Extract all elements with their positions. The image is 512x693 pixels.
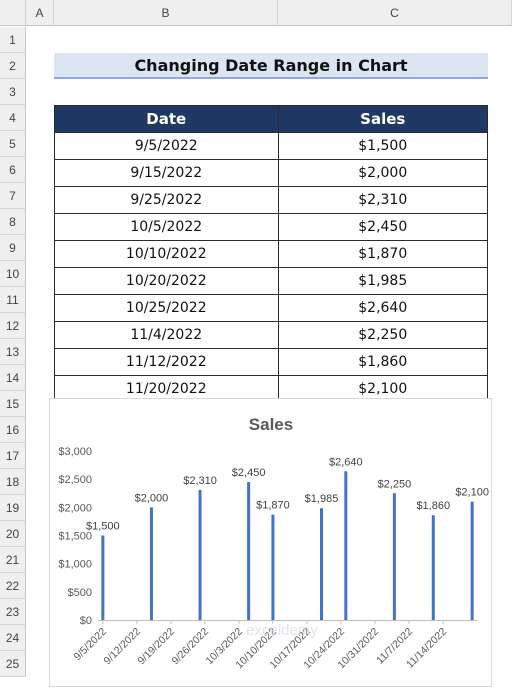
sales-cell[interactable]: $1,985 [277,267,489,295]
bar [344,471,348,620]
data-label: $1,860 [416,500,450,512]
sales-cell[interactable]: $2,450 [277,213,489,241]
data-label: $2,640 [329,456,363,468]
date-cell[interactable]: 10/25/2022 [54,294,279,322]
y-tick-label: $3,000 [58,446,92,458]
row-header-7[interactable]: 7 [0,183,26,209]
data-label: $2,250 [378,478,412,490]
column-header-b[interactable]: B [54,0,278,26]
select-all-corner[interactable] [0,0,26,26]
y-tick-label: $0 [80,615,92,627]
bar [470,501,474,620]
row-header-17[interactable]: 17 [0,443,26,469]
table-row: 11/4/2022 $2,250 [54,321,489,349]
chart-svg: Sales $0 $500 $1,000 $1,500 $2,000 $2,500 $3,00… [58,415,489,671]
row-header-21[interactable]: 21 [0,547,26,573]
column-header-c[interactable]: C [278,0,512,26]
bar [431,515,435,620]
bar [320,508,324,620]
data-label: $1,500 [86,521,120,533]
data-label: $2,000 [135,492,169,504]
row-header-13[interactable]: 13 [0,339,26,365]
sales-table: Date Sales 9/5/2022 $1,500 9/15/2022 $2,000… [54,105,489,403]
sales-cell[interactable]: $2,000 [277,159,489,187]
bar [198,489,202,620]
y-tick-label: $500 [68,587,92,599]
table-row: 9/15/2022 $2,000 [54,159,489,187]
chart-title: Sales [249,415,293,434]
date-cell[interactable]: 11/4/2022 [54,321,279,349]
bar [392,493,396,620]
y-tick-label: $1,500 [58,531,92,543]
row-header-9[interactable]: 9 [0,235,26,261]
sales-chart[interactable]: Sales $0 $500 $1,000 $1,500 $2,000 $2,500 $3,00… [49,398,492,687]
row-header-25[interactable]: 25 [0,651,26,677]
sheet-title[interactable]: Changing Date Range in Chart [54,53,488,79]
column-header-a[interactable]: A [26,0,54,26]
row-header-15[interactable]: 15 [0,391,26,417]
sales-cell[interactable]: $2,310 [277,186,489,214]
header-sales[interactable]: Sales [277,105,489,133]
table-row: 10/5/2022 $2,450 [54,213,489,241]
row-header-11[interactable]: 11 [0,287,26,313]
table-row: 11/12/2022 $1,860 [54,348,489,376]
bar [271,514,275,620]
table-row: 9/25/2022 $2,310 [54,186,489,214]
table-row: 10/10/2022 $1,870 [54,240,489,268]
row-header-5[interactable]: 5 [0,131,26,157]
bar [149,507,153,620]
row-header-23[interactable]: 23 [0,599,26,625]
row-header-4[interactable]: 4 [0,105,26,131]
row-header-19[interactable]: 19 [0,495,26,521]
date-cell[interactable]: 9/5/2022 [54,132,279,160]
row-header-14[interactable]: 14 [0,365,26,391]
row-header-3[interactable]: 3 [0,79,26,105]
date-cell[interactable]: 9/25/2022 [54,186,279,214]
y-tick-label: $2,000 [58,502,92,514]
y-tick-label: $1,000 [58,559,92,571]
data-label: $1,985 [305,493,339,505]
sales-cell[interactable]: $1,500 [277,132,489,160]
table-row: 9/5/2022 $1,500 [54,132,489,160]
row-header-1[interactable]: 1 [0,27,26,53]
date-cell[interactable]: 10/20/2022 [54,267,279,295]
sales-cell[interactable]: $1,860 [277,348,489,376]
date-cell[interactable]: 10/10/2022 [54,240,279,268]
header-date[interactable]: Date [54,105,279,133]
table-row: 10/25/2022 $2,640 [54,294,489,322]
sales-cell[interactable]: $2,250 [277,321,489,349]
row-header-8[interactable]: 8 [0,209,26,235]
row-header-12[interactable]: 12 [0,313,26,339]
bar [101,535,105,620]
data-label: $2,310 [183,475,217,487]
row-header-18[interactable]: 18 [0,469,26,495]
date-cell[interactable]: 9/15/2022 [54,159,279,187]
date-cell[interactable]: 10/5/2022 [54,213,279,241]
watermark-logo: exceldemy [246,622,318,639]
sales-cell[interactable]: $1,870 [277,240,489,268]
data-label: $1,870 [256,500,290,512]
row-header-20[interactable]: 20 [0,521,26,547]
row-header-10[interactable]: 10 [0,261,26,287]
table-row: 10/20/2022 $1,985 [54,267,489,295]
data-label: $2,450 [232,467,266,479]
data-label: $2,100 [455,487,489,499]
row-header-2[interactable]: 2 [0,53,26,79]
sales-cell[interactable]: $2,640 [277,294,489,322]
bar [247,481,251,620]
y-tick-label: $2,500 [58,474,92,486]
row-header-6[interactable]: 6 [0,157,26,183]
row-header-24[interactable]: 24 [0,625,26,651]
date-cell[interactable]: 11/12/2022 [54,348,279,376]
row-header-22[interactable]: 22 [0,573,26,599]
row-header-16[interactable]: 16 [0,417,26,443]
